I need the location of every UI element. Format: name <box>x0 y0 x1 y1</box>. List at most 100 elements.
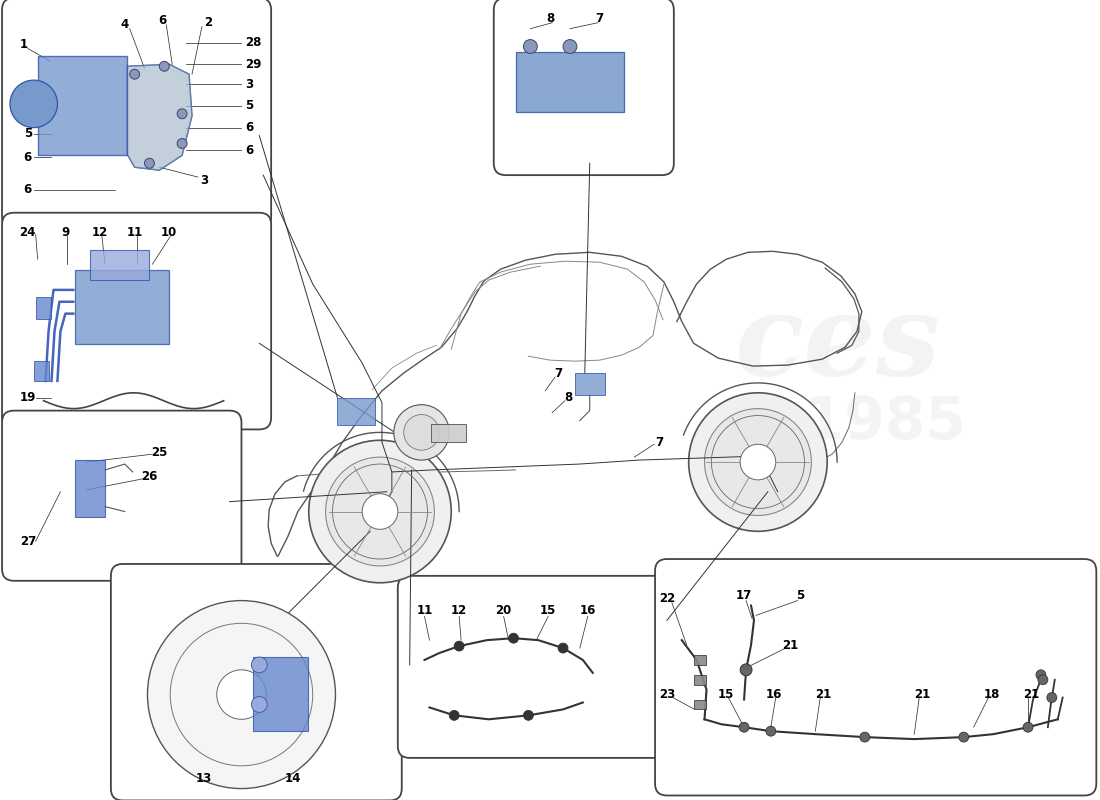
FancyBboxPatch shape <box>398 576 674 758</box>
Bar <box>694 655 705 665</box>
Circle shape <box>740 664 752 676</box>
Text: ce 1985: ce 1985 <box>708 394 966 451</box>
Circle shape <box>1038 674 1048 685</box>
Bar <box>90 250 150 280</box>
Circle shape <box>959 732 969 742</box>
Circle shape <box>454 641 464 651</box>
Bar <box>75 270 169 344</box>
Text: 9: 9 <box>62 226 69 239</box>
Text: 7: 7 <box>595 12 604 26</box>
Circle shape <box>160 62 169 71</box>
Text: 21: 21 <box>815 688 832 701</box>
Circle shape <box>1036 670 1046 680</box>
FancyBboxPatch shape <box>2 0 272 230</box>
FancyBboxPatch shape <box>2 410 242 581</box>
Text: 21: 21 <box>914 688 931 701</box>
Text: 16: 16 <box>766 688 782 701</box>
Circle shape <box>689 393 827 531</box>
Circle shape <box>177 109 187 118</box>
Text: 1: 1 <box>20 38 28 51</box>
Circle shape <box>147 601 336 789</box>
Text: 22: 22 <box>659 592 675 605</box>
Circle shape <box>704 409 812 515</box>
Text: 6: 6 <box>158 14 166 27</box>
Circle shape <box>1023 722 1033 732</box>
Circle shape <box>508 634 518 643</box>
Text: 11: 11 <box>126 226 143 239</box>
Bar <box>253 657 308 731</box>
Bar <box>694 674 705 685</box>
Text: 26: 26 <box>141 470 157 483</box>
Circle shape <box>362 494 398 530</box>
Text: 11: 11 <box>417 604 432 617</box>
Text: 16: 16 <box>580 604 596 617</box>
Circle shape <box>394 405 449 460</box>
Circle shape <box>524 710 534 720</box>
Text: 12: 12 <box>451 604 468 617</box>
Text: 6: 6 <box>245 144 254 157</box>
Circle shape <box>326 457 434 566</box>
Text: 23: 23 <box>659 688 675 701</box>
Circle shape <box>309 440 451 582</box>
Bar <box>575 373 605 394</box>
Circle shape <box>558 643 568 653</box>
Text: 6: 6 <box>23 183 32 197</box>
Circle shape <box>130 70 140 79</box>
Text: ces: ces <box>734 288 940 399</box>
Text: 3: 3 <box>245 78 254 90</box>
FancyBboxPatch shape <box>654 559 1097 795</box>
Circle shape <box>524 39 537 54</box>
Text: 21: 21 <box>782 638 799 652</box>
Circle shape <box>252 697 267 712</box>
Text: 5: 5 <box>796 589 804 602</box>
Bar <box>694 699 705 710</box>
Text: 19: 19 <box>20 391 36 404</box>
Circle shape <box>144 158 154 168</box>
Text: 21: 21 <box>1023 688 1040 701</box>
Text: 2: 2 <box>204 16 212 30</box>
Circle shape <box>739 722 749 732</box>
Bar <box>37 57 127 155</box>
Text: 12: 12 <box>92 226 108 239</box>
Text: 24: 24 <box>20 226 36 239</box>
Text: 4: 4 <box>121 18 129 31</box>
Bar <box>431 425 466 442</box>
Text: 29: 29 <box>245 58 262 71</box>
Text: 15: 15 <box>718 688 735 701</box>
Text: 5: 5 <box>245 99 254 112</box>
FancyBboxPatch shape <box>494 0 674 175</box>
Text: 15: 15 <box>540 604 557 617</box>
Polygon shape <box>126 64 192 170</box>
Text: 3: 3 <box>200 174 208 186</box>
Text: 6: 6 <box>245 121 254 134</box>
Bar <box>75 460 104 518</box>
Text: 14: 14 <box>285 772 301 785</box>
FancyBboxPatch shape <box>2 213 272 430</box>
Text: 20: 20 <box>495 604 512 617</box>
Bar <box>34 361 48 381</box>
Circle shape <box>177 138 187 149</box>
Text: 10: 10 <box>161 226 177 239</box>
Circle shape <box>740 444 776 480</box>
Text: 6: 6 <box>23 151 32 164</box>
Text: 13: 13 <box>196 772 212 785</box>
Circle shape <box>404 414 439 450</box>
Text: 28: 28 <box>245 36 262 49</box>
Circle shape <box>563 39 576 54</box>
Text: 8: 8 <box>564 391 572 404</box>
Text: 8: 8 <box>546 12 554 26</box>
Text: 27: 27 <box>20 534 36 548</box>
Bar <box>338 398 375 426</box>
Circle shape <box>766 726 775 736</box>
Text: 17: 17 <box>736 589 752 602</box>
Circle shape <box>449 710 459 720</box>
Circle shape <box>10 80 57 128</box>
Bar <box>516 53 625 112</box>
Text: 7: 7 <box>554 366 562 379</box>
FancyBboxPatch shape <box>111 564 402 800</box>
Bar <box>35 297 51 318</box>
Text: 5: 5 <box>23 127 32 140</box>
Circle shape <box>252 657 267 673</box>
Circle shape <box>860 732 870 742</box>
Circle shape <box>1047 693 1057 702</box>
